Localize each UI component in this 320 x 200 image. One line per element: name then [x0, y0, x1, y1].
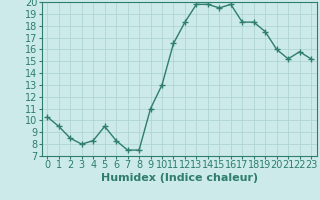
X-axis label: Humidex (Indice chaleur): Humidex (Indice chaleur) [100, 173, 258, 183]
